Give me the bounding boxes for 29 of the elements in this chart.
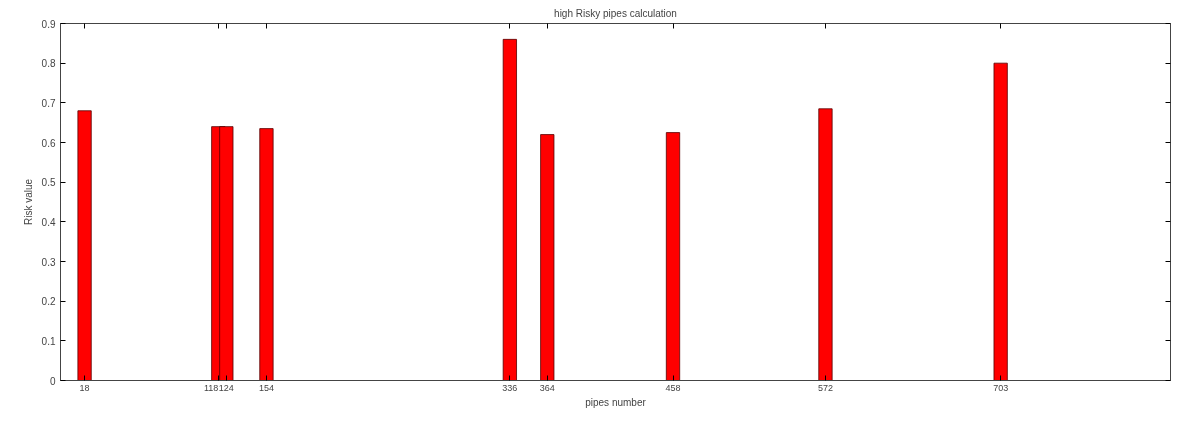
x-tick-label: 458 — [665, 382, 681, 393]
bar — [993, 62, 1008, 381]
y-tick-label: 0 — [49, 375, 56, 387]
bar — [502, 38, 517, 381]
y-tick-label: 0.9 — [41, 18, 56, 30]
y-tick-label: 0.2 — [41, 296, 56, 308]
chart-title: high Risky pipes calculation — [554, 7, 677, 19]
y-tick-label: 0.3 — [41, 256, 56, 268]
x-tick-label: 18 — [79, 382, 90, 393]
x-tick-label: 124 — [218, 382, 234, 393]
x-tick-label: 336 — [502, 382, 518, 393]
x-tick-label: 703 — [993, 382, 1009, 393]
y-tick-label: 0.5 — [41, 177, 56, 189]
x-tick-label: 118 — [203, 382, 219, 393]
y-tick-label: 0.1 — [41, 335, 56, 347]
x-axis-title: pipes number — [585, 396, 647, 408]
y-tick-label: 0.7 — [41, 97, 56, 109]
y-tick-label: 0.4 — [41, 216, 56, 228]
x-tick-label: 572 — [817, 382, 833, 393]
bar — [540, 134, 555, 381]
y-tick-label: 0.8 — [41, 58, 56, 70]
x-tick-label: 364 — [539, 382, 555, 393]
bar — [259, 128, 274, 381]
bar — [77, 110, 92, 381]
y-tick-label: 0.6 — [41, 137, 56, 149]
bar — [818, 108, 833, 381]
bar — [665, 132, 681, 381]
x-tick-label: 154 — [258, 382, 274, 393]
y-axis-title: Risk value — [22, 178, 34, 226]
